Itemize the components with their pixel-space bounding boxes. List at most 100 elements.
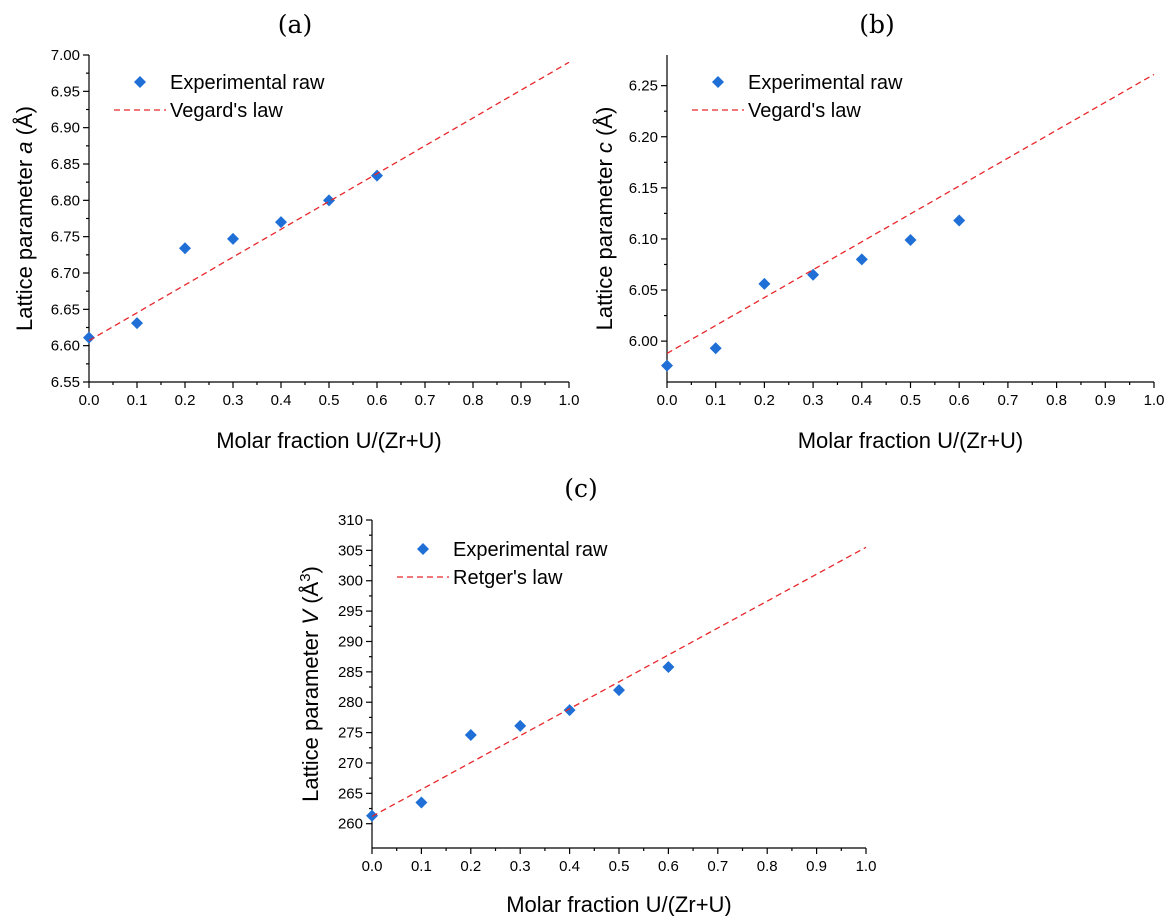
x-tick-label: 0.9: [806, 858, 827, 875]
y-axis-title-variable: V: [298, 608, 323, 625]
y-axis-title-close: ): [298, 566, 323, 573]
y-axis-title-prefix: Lattice parameter: [12, 154, 37, 331]
y-axis-title-superscript: 3: [297, 573, 314, 581]
x-tick-label: 0.6: [367, 392, 388, 409]
data-point-marker: [275, 216, 287, 229]
y-tick-label: 290: [338, 633, 363, 650]
data-point-marker: [661, 359, 673, 372]
y-axis-title: Lattice parameter c (Å): [592, 107, 617, 331]
data-point-marker: [131, 317, 143, 330]
data-point-marker: [464, 729, 477, 742]
x-tick-label: 0.7: [997, 392, 1018, 409]
x-tick-label: 0.8: [757, 858, 778, 875]
y-tick-label: 6.80: [51, 192, 80, 209]
x-tick-label: 0.2: [754, 392, 775, 409]
series-line-law: [666, 73, 1155, 354]
series-line-law: [371, 546, 867, 817]
data-point-marker: [179, 242, 191, 255]
y-axis-title-unit: (Å): [592, 107, 617, 142]
data-point-marker: [904, 233, 917, 246]
y-axis-title-variable: c: [592, 142, 617, 153]
y-tick-label: 6.65: [51, 301, 80, 318]
legend: Experimental raw Retger's law: [397, 539, 608, 589]
x-tick-label: 0.0: [362, 858, 383, 875]
legend-label: Vegard's law: [748, 100, 861, 122]
data-point-marker: [662, 660, 675, 673]
x-tick-label: 0.3: [803, 392, 824, 409]
x-tick-label: 0.8: [463, 392, 484, 409]
x-tick-label: 0.0: [79, 392, 100, 409]
y-tick-label: 6.05: [629, 282, 658, 299]
data-point-marker: [758, 277, 771, 290]
legend-marker-symbol: [134, 76, 146, 88]
chart-panel-1: (a) 0.0 0.1 0.2 0.3 0.4 0.5 0.6 0.7 0.8 0.9 1.0 6.55…: [12, 10, 579, 453]
chart-panel-3: (c) 0.0 0.1 0.2 0.3 0.4 0.5 0.6 0.7 0.8 0.9 1.0 260 2…: [297, 474, 876, 916]
y-axis-title-prefix: Lattice parameter: [298, 625, 323, 802]
y-tick-label: 6.20: [629, 129, 658, 146]
panel-label: (c): [564, 474, 598, 503]
data-point-marker: [953, 214, 966, 227]
legend-marker-symbol: [417, 543, 429, 555]
legend: Experimental raw Vegard's law: [692, 72, 903, 122]
x-tick-label: 1.0: [1144, 392, 1165, 409]
x-tick-label: 0.7: [707, 858, 728, 875]
legend-label: Retger's law: [453, 567, 563, 589]
panel-label: (b): [859, 10, 895, 39]
data-point-marker: [227, 232, 239, 245]
series-line-law: [88, 61, 570, 342]
chart-panel-2: (b) 0.0 0.1 0.2 0.3 0.4 0.5 0.6 0.7 0.8 0.9 1.0 6.00…: [592, 10, 1164, 453]
y-tick-label: 6.90: [51, 120, 80, 137]
y-axis-title-unit: (Å): [12, 106, 37, 141]
y-tick-label: 7.00: [51, 47, 80, 64]
legend-label: Experimental raw: [170, 72, 325, 94]
data-point-marker: [807, 268, 820, 281]
legend-label: Vegard's law: [170, 100, 283, 122]
x-tick-label: 0.5: [609, 858, 630, 875]
data-point-marker: [371, 169, 383, 182]
x-tick-label: 0.3: [223, 392, 244, 409]
y-tick-label: 6.10: [629, 231, 658, 248]
x-tick-label: 0.0: [657, 392, 678, 409]
x-tick-label: 0.5: [900, 392, 921, 409]
y-tick-label: 295: [338, 603, 363, 620]
x-tick-label: 0.2: [175, 392, 196, 409]
data-point-marker: [563, 704, 576, 717]
x-tick-label: 0.5: [319, 392, 340, 409]
x-tick-label: 0.4: [559, 858, 580, 875]
y-tick-label: 305: [338, 542, 363, 559]
y-axis-title-variable: a: [12, 141, 37, 153]
data-point-marker: [415, 796, 428, 809]
y-tick-label: 265: [338, 785, 363, 802]
x-tick-label: 0.4: [851, 392, 872, 409]
x-tick-label: 0.2: [460, 858, 481, 875]
data-point-marker: [514, 719, 527, 732]
y-tick-label: 260: [338, 816, 363, 833]
y-tick-label: 6.55: [51, 374, 80, 391]
legend-label: Experimental raw: [453, 539, 608, 561]
x-tick-label: 0.6: [949, 392, 970, 409]
x-tick-label: 1.0: [559, 392, 580, 409]
y-tick-label: 300: [338, 573, 363, 590]
x-axis-title: Molar fraction U/(Zr+U): [216, 428, 442, 453]
x-tick-label: 1.0: [856, 858, 877, 875]
y-tick-label: 285: [338, 664, 363, 681]
data-point-marker: [83, 331, 95, 344]
y-axis-title-prefix: Lattice parameter: [592, 153, 617, 330]
y-tick-label: 6.00: [629, 333, 658, 350]
y-tick-label: 6.15: [629, 180, 658, 197]
y-tick-label: 275: [338, 725, 363, 742]
x-tick-label: 0.7: [415, 392, 436, 409]
y-tick-label: 6.70: [51, 265, 80, 282]
y-tick-label: 6.25: [629, 78, 658, 95]
x-axis-title: Molar fraction U/(Zr+U): [798, 428, 1024, 453]
x-tick-label: 0.9: [511, 392, 532, 409]
y-tick-label: 6.85: [51, 156, 80, 173]
y-axis-title: Lattice parameter V (Å3): [297, 566, 323, 802]
panel-label: (a): [278, 10, 312, 39]
x-axis-title: Molar fraction U/(Zr+U): [506, 892, 732, 916]
x-tick-label: 0.6: [658, 858, 679, 875]
data-point-marker: [709, 342, 722, 355]
y-axis-title-unit: (Å: [298, 581, 323, 609]
x-tick-label: 0.9: [1095, 392, 1116, 409]
